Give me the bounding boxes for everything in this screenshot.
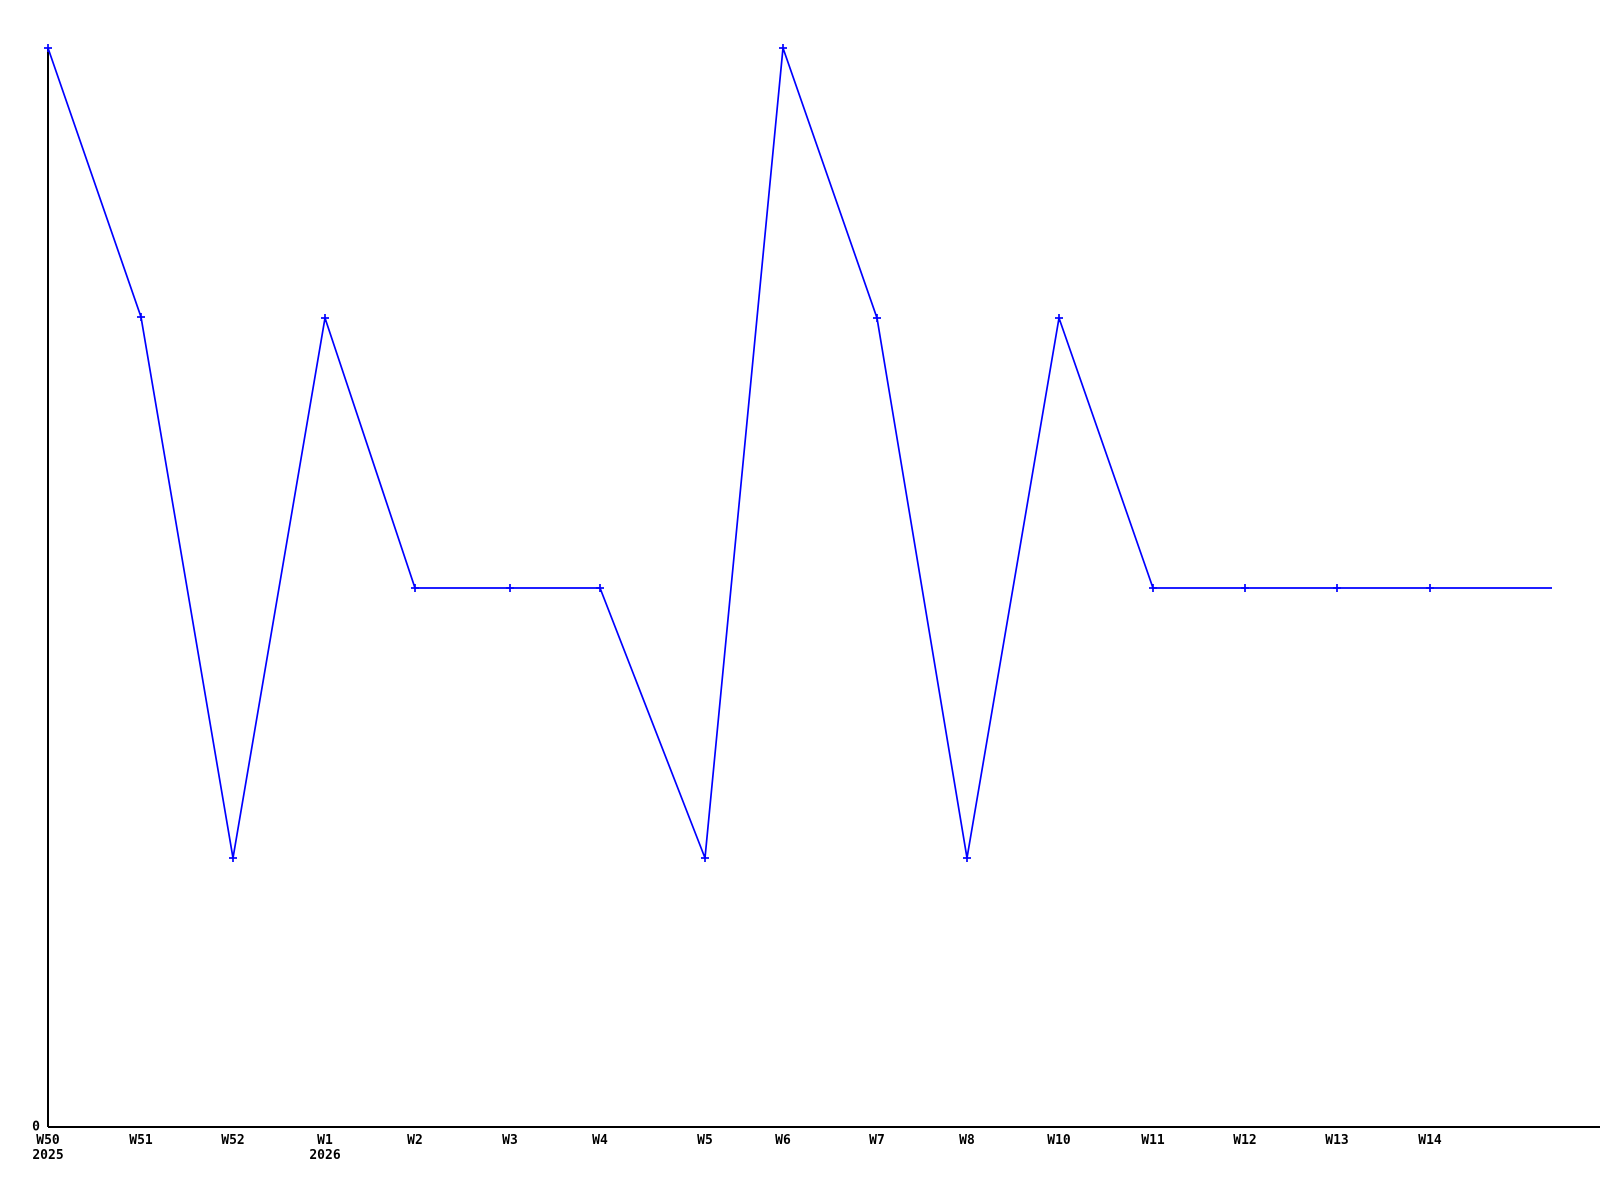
x-axis-tick-label: W7 (869, 1133, 885, 1148)
y-axis-tick-label: 0 (32, 1119, 40, 1135)
tick-week-label: W3 (502, 1133, 518, 1148)
data-point-marker (411, 584, 419, 592)
data-point-marker (873, 314, 881, 322)
data-point-marker (701, 854, 709, 862)
data-point-marker (596, 584, 604, 592)
x-axis-tick-label: W5 (697, 1133, 713, 1148)
tick-week-label: W1 (317, 1133, 333, 1148)
data-point-marker (44, 44, 52, 52)
data-point-marker (963, 854, 971, 862)
x-axis-tick-label: W50 2025 (32, 1133, 63, 1163)
data-point-marker (1241, 584, 1249, 592)
tick-year-label: 2026 (309, 1148, 341, 1163)
tick-week-label: W5 (697, 1133, 713, 1148)
tick-week-label: W51 (129, 1133, 153, 1148)
data-point-marker (779, 44, 787, 52)
data-point-marker (1426, 584, 1434, 592)
data-point-marker (1333, 584, 1341, 592)
x-axis-tick-label: W52 (221, 1133, 244, 1148)
data-series-line (47, 47, 1552, 859)
x-axis-tick-label: W51 (129, 1133, 152, 1148)
x-axis-tick-label: W12 (1233, 1133, 1256, 1148)
x-axis-tick-label: W1 2026 (309, 1133, 340, 1163)
tick-week-label: W11 (1141, 1133, 1165, 1148)
tick-week-label: W13 (1325, 1133, 1349, 1148)
tick-week-label: W6 (775, 1133, 791, 1148)
x-axis-tick-label: W3 (502, 1133, 518, 1148)
tick-week-label: W4 (592, 1133, 608, 1148)
tick-week-label: W8 (959, 1133, 975, 1148)
tick-week-label: W2 (407, 1133, 423, 1148)
data-point-marker (1055, 314, 1063, 322)
tick-week-label: W12 (1233, 1133, 1257, 1148)
tick-week-label: W7 (869, 1133, 885, 1148)
x-axis-tick-label: W4 (592, 1133, 608, 1148)
data-point-marker (137, 313, 145, 321)
tick-week-label: W10 (1047, 1133, 1071, 1148)
tick-year-label: 2025 (32, 1148, 64, 1163)
x-axis-tick-label: W2 (407, 1133, 423, 1148)
tick-week-label: W14 (1418, 1133, 1442, 1148)
x-axis-tick-label: W13 (1325, 1133, 1348, 1148)
x-axis-tick-label: W8 (959, 1133, 975, 1148)
data-point-marker (321, 314, 329, 322)
x-axis-tick-label: W6 (775, 1133, 791, 1148)
x-axis-tick-label: W11 (1141, 1133, 1164, 1148)
data-point-markers (44, 44, 1434, 862)
tick-week-label: W52 (221, 1133, 245, 1148)
data-point-marker (1149, 584, 1157, 592)
tick-week-label: W50 (36, 1133, 60, 1148)
x-axis-tick-label: W10 (1047, 1133, 1070, 1148)
data-point-marker (506, 584, 514, 592)
x-axis-tick-label: W14 (1418, 1133, 1441, 1148)
data-point-marker (229, 854, 237, 862)
